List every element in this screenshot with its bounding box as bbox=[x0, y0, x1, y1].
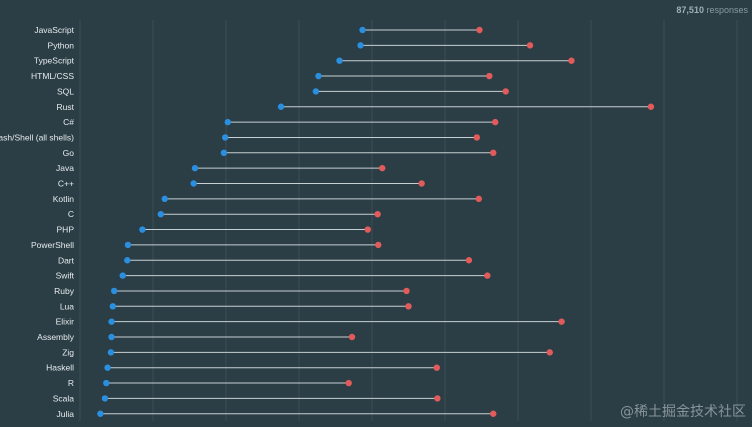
category-label: SQL bbox=[57, 86, 74, 96]
start-dot[interactable] bbox=[312, 88, 320, 95]
grid-layer bbox=[79, 20, 738, 421]
end-dot[interactable] bbox=[490, 149, 497, 156]
end-dot[interactable] bbox=[475, 195, 482, 203]
category-label: Lua bbox=[60, 301, 74, 311]
category-label: Rust bbox=[57, 102, 75, 112]
end-dot[interactable] bbox=[403, 287, 410, 295]
category-label: Scala bbox=[53, 393, 75, 403]
watermark-text: @稀土掘金技术社区 bbox=[620, 404, 746, 420]
category-label: C# bbox=[63, 117, 74, 127]
end-dot[interactable] bbox=[546, 349, 553, 356]
category-label: Haskell bbox=[46, 363, 74, 373]
end-dot[interactable] bbox=[434, 395, 441, 402]
responses-count-text: 87,510 responses bbox=[676, 5, 748, 15]
start-dot[interactable] bbox=[336, 57, 343, 64]
category-label: Python bbox=[48, 40, 75, 50]
category-label: Go bbox=[63, 148, 75, 158]
start-dot[interactable] bbox=[191, 164, 199, 172]
start-dot[interactable] bbox=[315, 72, 322, 80]
start-dot[interactable] bbox=[101, 395, 109, 402]
category-label: Dart bbox=[58, 255, 75, 265]
category-label: C bbox=[68, 209, 74, 219]
end-dot[interactable] bbox=[476, 26, 483, 34]
start-dot[interactable] bbox=[119, 272, 126, 279]
end-dot[interactable] bbox=[364, 226, 371, 233]
start-dot[interactable] bbox=[161, 195, 168, 203]
start-dot[interactable] bbox=[359, 26, 366, 34]
category-label: C++ bbox=[58, 179, 74, 189]
end-dot[interactable] bbox=[465, 257, 473, 264]
category-label: Bash/Shell (all shells) bbox=[0, 132, 74, 142]
start-dot[interactable] bbox=[110, 287, 118, 295]
start-dot[interactable] bbox=[277, 103, 285, 110]
end-dot[interactable] bbox=[558, 318, 565, 325]
category-label: Julia bbox=[57, 409, 75, 419]
end-dot[interactable] bbox=[345, 379, 352, 387]
category-label: HTML/CSS bbox=[31, 71, 74, 81]
end-dot[interactable] bbox=[492, 118, 499, 126]
start-dot[interactable] bbox=[104, 364, 111, 371]
start-dot[interactable] bbox=[139, 226, 146, 233]
category-label: TypeScript bbox=[34, 56, 75, 66]
responses-count: 87,510 bbox=[676, 5, 704, 15]
end-dot[interactable] bbox=[647, 103, 655, 110]
category-label: Zig bbox=[62, 347, 74, 357]
end-dot[interactable] bbox=[568, 57, 575, 64]
end-dot[interactable] bbox=[433, 364, 440, 371]
start-dot[interactable] bbox=[220, 149, 228, 156]
start-dot[interactable] bbox=[157, 211, 165, 218]
category-label: Ruby bbox=[54, 286, 75, 296]
category-label: Swift bbox=[56, 271, 75, 281]
category-label: PowerShell bbox=[31, 240, 74, 250]
start-dot[interactable] bbox=[103, 379, 110, 387]
start-dot[interactable] bbox=[107, 349, 115, 356]
end-dot[interactable] bbox=[490, 410, 497, 417]
category-labels: JavaScript Python TypeScript HTML/CSS SQL Rus… bbox=[0, 25, 75, 419]
start-dot[interactable] bbox=[109, 303, 117, 310]
start-dot[interactable] bbox=[190, 180, 197, 187]
start-dot[interactable] bbox=[224, 118, 232, 126]
end-dot[interactable] bbox=[484, 272, 491, 279]
start-dot[interactable] bbox=[357, 42, 364, 49]
start-dot[interactable] bbox=[97, 410, 104, 417]
end-dot[interactable] bbox=[374, 211, 381, 218]
connector-lines bbox=[100, 29, 651, 415]
end-dot[interactable] bbox=[486, 72, 493, 80]
end-dot[interactable] bbox=[526, 42, 534, 49]
start-dot[interactable] bbox=[124, 257, 131, 264]
end-dot[interactable] bbox=[502, 88, 509, 95]
category-label: Kotlin bbox=[53, 194, 75, 204]
category-label: PHP bbox=[57, 225, 75, 235]
end-dot[interactable] bbox=[473, 134, 481, 141]
start-dot[interactable] bbox=[124, 241, 132, 249]
start-dot[interactable] bbox=[108, 333, 115, 341]
end-dot[interactable] bbox=[375, 241, 382, 249]
end-dot[interactable] bbox=[348, 333, 356, 341]
category-label: Java bbox=[56, 163, 74, 173]
responses-label: responses bbox=[706, 5, 748, 15]
end-dot[interactable] bbox=[405, 303, 412, 310]
category-label: Assembly bbox=[37, 332, 75, 342]
start-dot[interactable] bbox=[108, 318, 115, 325]
category-label: JavaScript bbox=[34, 25, 74, 35]
start-dot[interactable] bbox=[221, 134, 229, 141]
category-label: R bbox=[68, 378, 74, 388]
category-label: Elixir bbox=[56, 317, 75, 327]
end-dot[interactable] bbox=[379, 164, 386, 172]
data-dots bbox=[97, 26, 655, 417]
end-dot[interactable] bbox=[418, 180, 425, 187]
